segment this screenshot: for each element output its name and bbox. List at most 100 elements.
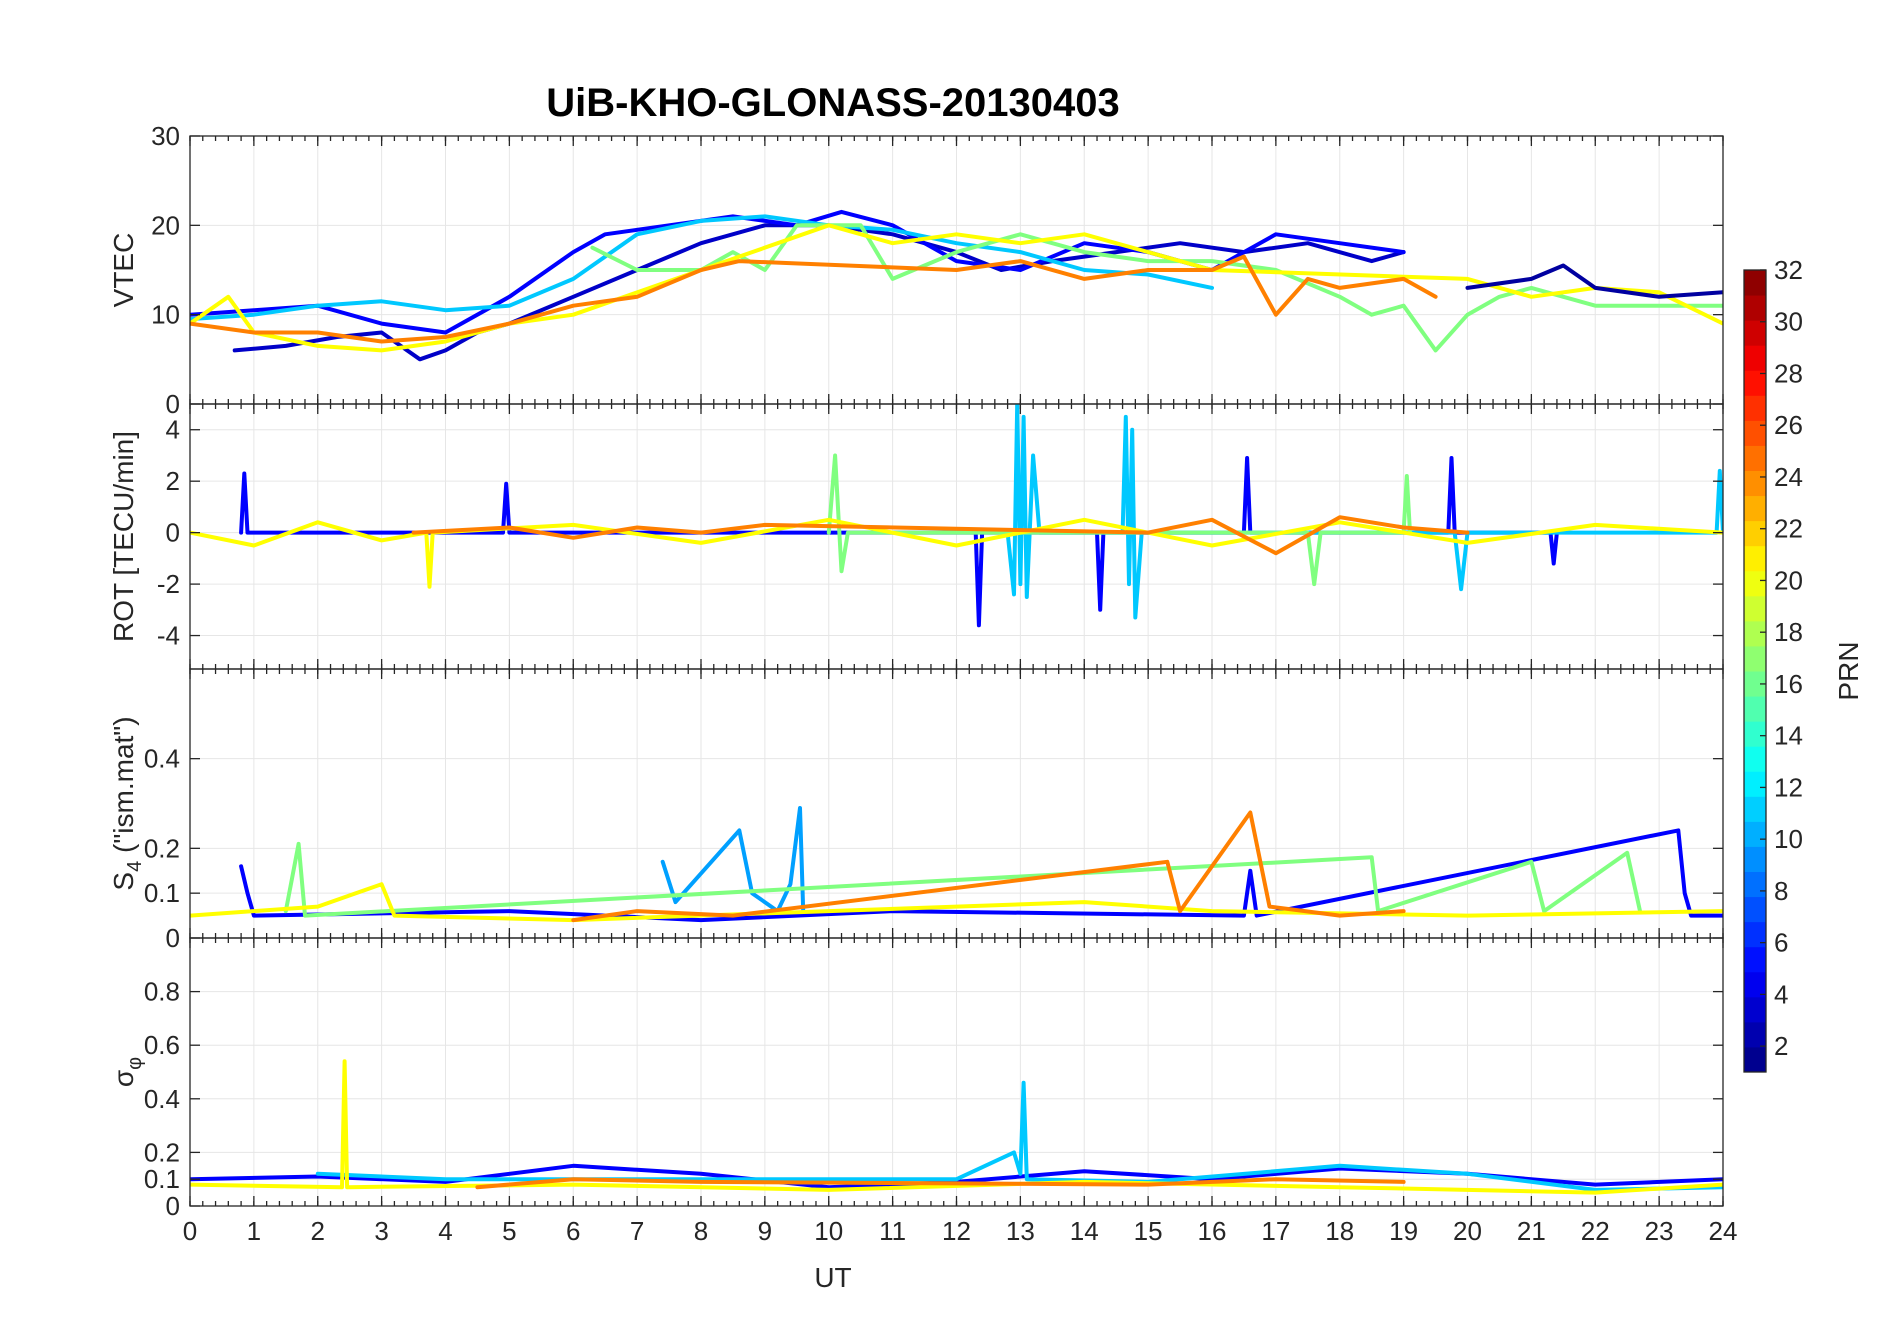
x-tick-label: 14 <box>1070 1216 1099 1246</box>
colorbar-segment <box>1744 796 1766 822</box>
colorbar-segment <box>1744 445 1766 471</box>
y-tick-label: -4 <box>157 621 180 651</box>
x-tick-label: 12 <box>942 1216 971 1246</box>
colorbar-tick-label: 8 <box>1774 876 1788 906</box>
x-tick-label: 17 <box>1261 1216 1290 1246</box>
y-tick-label: 0 <box>166 1191 180 1221</box>
colorbar-label: PRN <box>1833 641 1864 700</box>
colorbar-tick-label: 14 <box>1774 721 1803 751</box>
y-tick-label: 0.8 <box>144 977 180 1007</box>
x-tick-label: 23 <box>1645 1216 1674 1246</box>
x-tick-label: 8 <box>694 1216 708 1246</box>
series-group <box>190 1059 1723 1195</box>
chart-title: UiB-KHO-GLONASS-20130403 <box>546 81 1120 125</box>
colorbar-segment <box>1744 846 1766 872</box>
y-tick-label: 10 <box>151 300 180 330</box>
colorbar-tick-label: 6 <box>1774 928 1788 958</box>
series-group <box>190 209 1723 362</box>
y-tick-label: 0.1 <box>144 878 180 908</box>
y-tick-label: 0.2 <box>144 1137 180 1167</box>
colorbar-tick-label: 20 <box>1774 565 1803 595</box>
x-tick-label: 7 <box>630 1216 644 1246</box>
colorbar-tick-label: 32 <box>1774 255 1803 285</box>
colorbar-segment <box>1744 470 1766 497</box>
colorbar-segment <box>1744 270 1766 296</box>
colorbar-segment <box>1744 395 1766 421</box>
y-tick-label: 2 <box>166 466 180 496</box>
colorbar-tick-label: 22 <box>1774 514 1803 544</box>
x-tick-label: 20 <box>1453 1216 1482 1246</box>
y-tick-label: 0.2 <box>144 833 180 863</box>
x-tick-label: 9 <box>758 1216 772 1246</box>
rot-series-line <box>411 515 1470 556</box>
colorbar-segment <box>1744 645 1766 672</box>
y-tick-label: -2 <box>157 569 180 599</box>
s4-series-line <box>571 810 1406 923</box>
colorbar-segment <box>1744 1021 1766 1048</box>
colorbar-segment <box>1744 495 1766 522</box>
colorbar-segment <box>1744 370 1766 396</box>
colorbar-tick-label: 24 <box>1774 462 1803 492</box>
colorbar-segment <box>1744 971 1766 998</box>
colorbar-tick-label: 28 <box>1774 358 1803 388</box>
y-tick-label: 0 <box>166 389 180 419</box>
vtec-series-line <box>190 223 1723 353</box>
colorbar-segment <box>1744 595 1766 622</box>
colorbar-segment <box>1744 771 1766 797</box>
panel-s4: 0 0.1 0.2 0.4S4 ("ism.mat") <box>108 668 1724 953</box>
y-axis-label: S4 ("ism.mat") <box>108 716 146 890</box>
y-tick-label: 20 <box>151 210 180 240</box>
sigma_phi-series-line <box>315 1080 1723 1192</box>
vtec-series-line <box>1465 263 1723 299</box>
x-tick-label: 6 <box>566 1216 580 1246</box>
colorbar-segment <box>1744 896 1766 923</box>
panel-sigma_phi: 00.10.2 0.4 0.6 0.8 σφ <box>108 937 1724 1221</box>
x-tick-label: 1 <box>247 1216 261 1246</box>
y-tick-label: 0.4 <box>144 1084 180 1114</box>
x-tick-label: 22 <box>1581 1216 1610 1246</box>
colorbar-segment <box>1744 545 1766 572</box>
rot-series-line <box>239 456 1559 628</box>
colorbar-segment <box>1744 746 1766 772</box>
panel-rot: -4 -2 0 2 4 ROT [TECU/min] <box>108 403 1724 670</box>
colorbar-segment <box>1744 570 1766 597</box>
x-tick-label: 24 <box>1709 1216 1738 1246</box>
colorbar-segment <box>1744 1046 1766 1073</box>
y-tick-label: 0 <box>166 518 180 548</box>
colorbar-segment <box>1744 295 1766 321</box>
x-tick-label: 0 <box>183 1216 197 1246</box>
y-tick-label: 0.1 <box>144 1164 180 1194</box>
colorbar-segment <box>1744 345 1766 371</box>
s4-series-line <box>660 806 806 914</box>
series-group <box>190 404 1723 628</box>
colorbar-segment <box>1744 821 1766 847</box>
x-tick-label: 19 <box>1389 1216 1418 1246</box>
colorbar-tick-label: 2 <box>1774 1031 1788 1061</box>
vtec-series-line <box>190 254 1438 344</box>
x-tick-label: 15 <box>1134 1216 1163 1246</box>
colorbar-tick-label: 26 <box>1774 410 1803 440</box>
colorbar-segment <box>1744 921 1766 948</box>
x-tick-label: 11 <box>879 1216 906 1246</box>
y-axis-label: VTEC <box>108 233 139 308</box>
x-tick-label: 4 <box>438 1216 452 1246</box>
colorbar-segment <box>1744 420 1766 446</box>
s4-series-line <box>190 882 1723 923</box>
colorbar-segment <box>1744 946 1766 973</box>
colorbar-segment <box>1744 696 1766 722</box>
x-tick-label: 5 <box>502 1216 516 1246</box>
y-tick-label: 30 <box>151 121 180 151</box>
colorbar-tick-label: 16 <box>1774 669 1803 699</box>
y-axis-label: σφ <box>108 1057 146 1087</box>
colorbar-segment <box>1744 671 1766 697</box>
colorbar-tick-label: 12 <box>1774 772 1803 802</box>
colorbar-frame <box>1743 269 1767 1073</box>
colorbar-tick-label: 10 <box>1774 824 1803 854</box>
panel-vtec: 0 10 20 30 VTEC <box>108 121 1724 419</box>
colorbar-segment <box>1744 520 1766 547</box>
y-tick-label: 0 <box>166 923 180 953</box>
x-tick-label: 10 <box>814 1216 843 1246</box>
